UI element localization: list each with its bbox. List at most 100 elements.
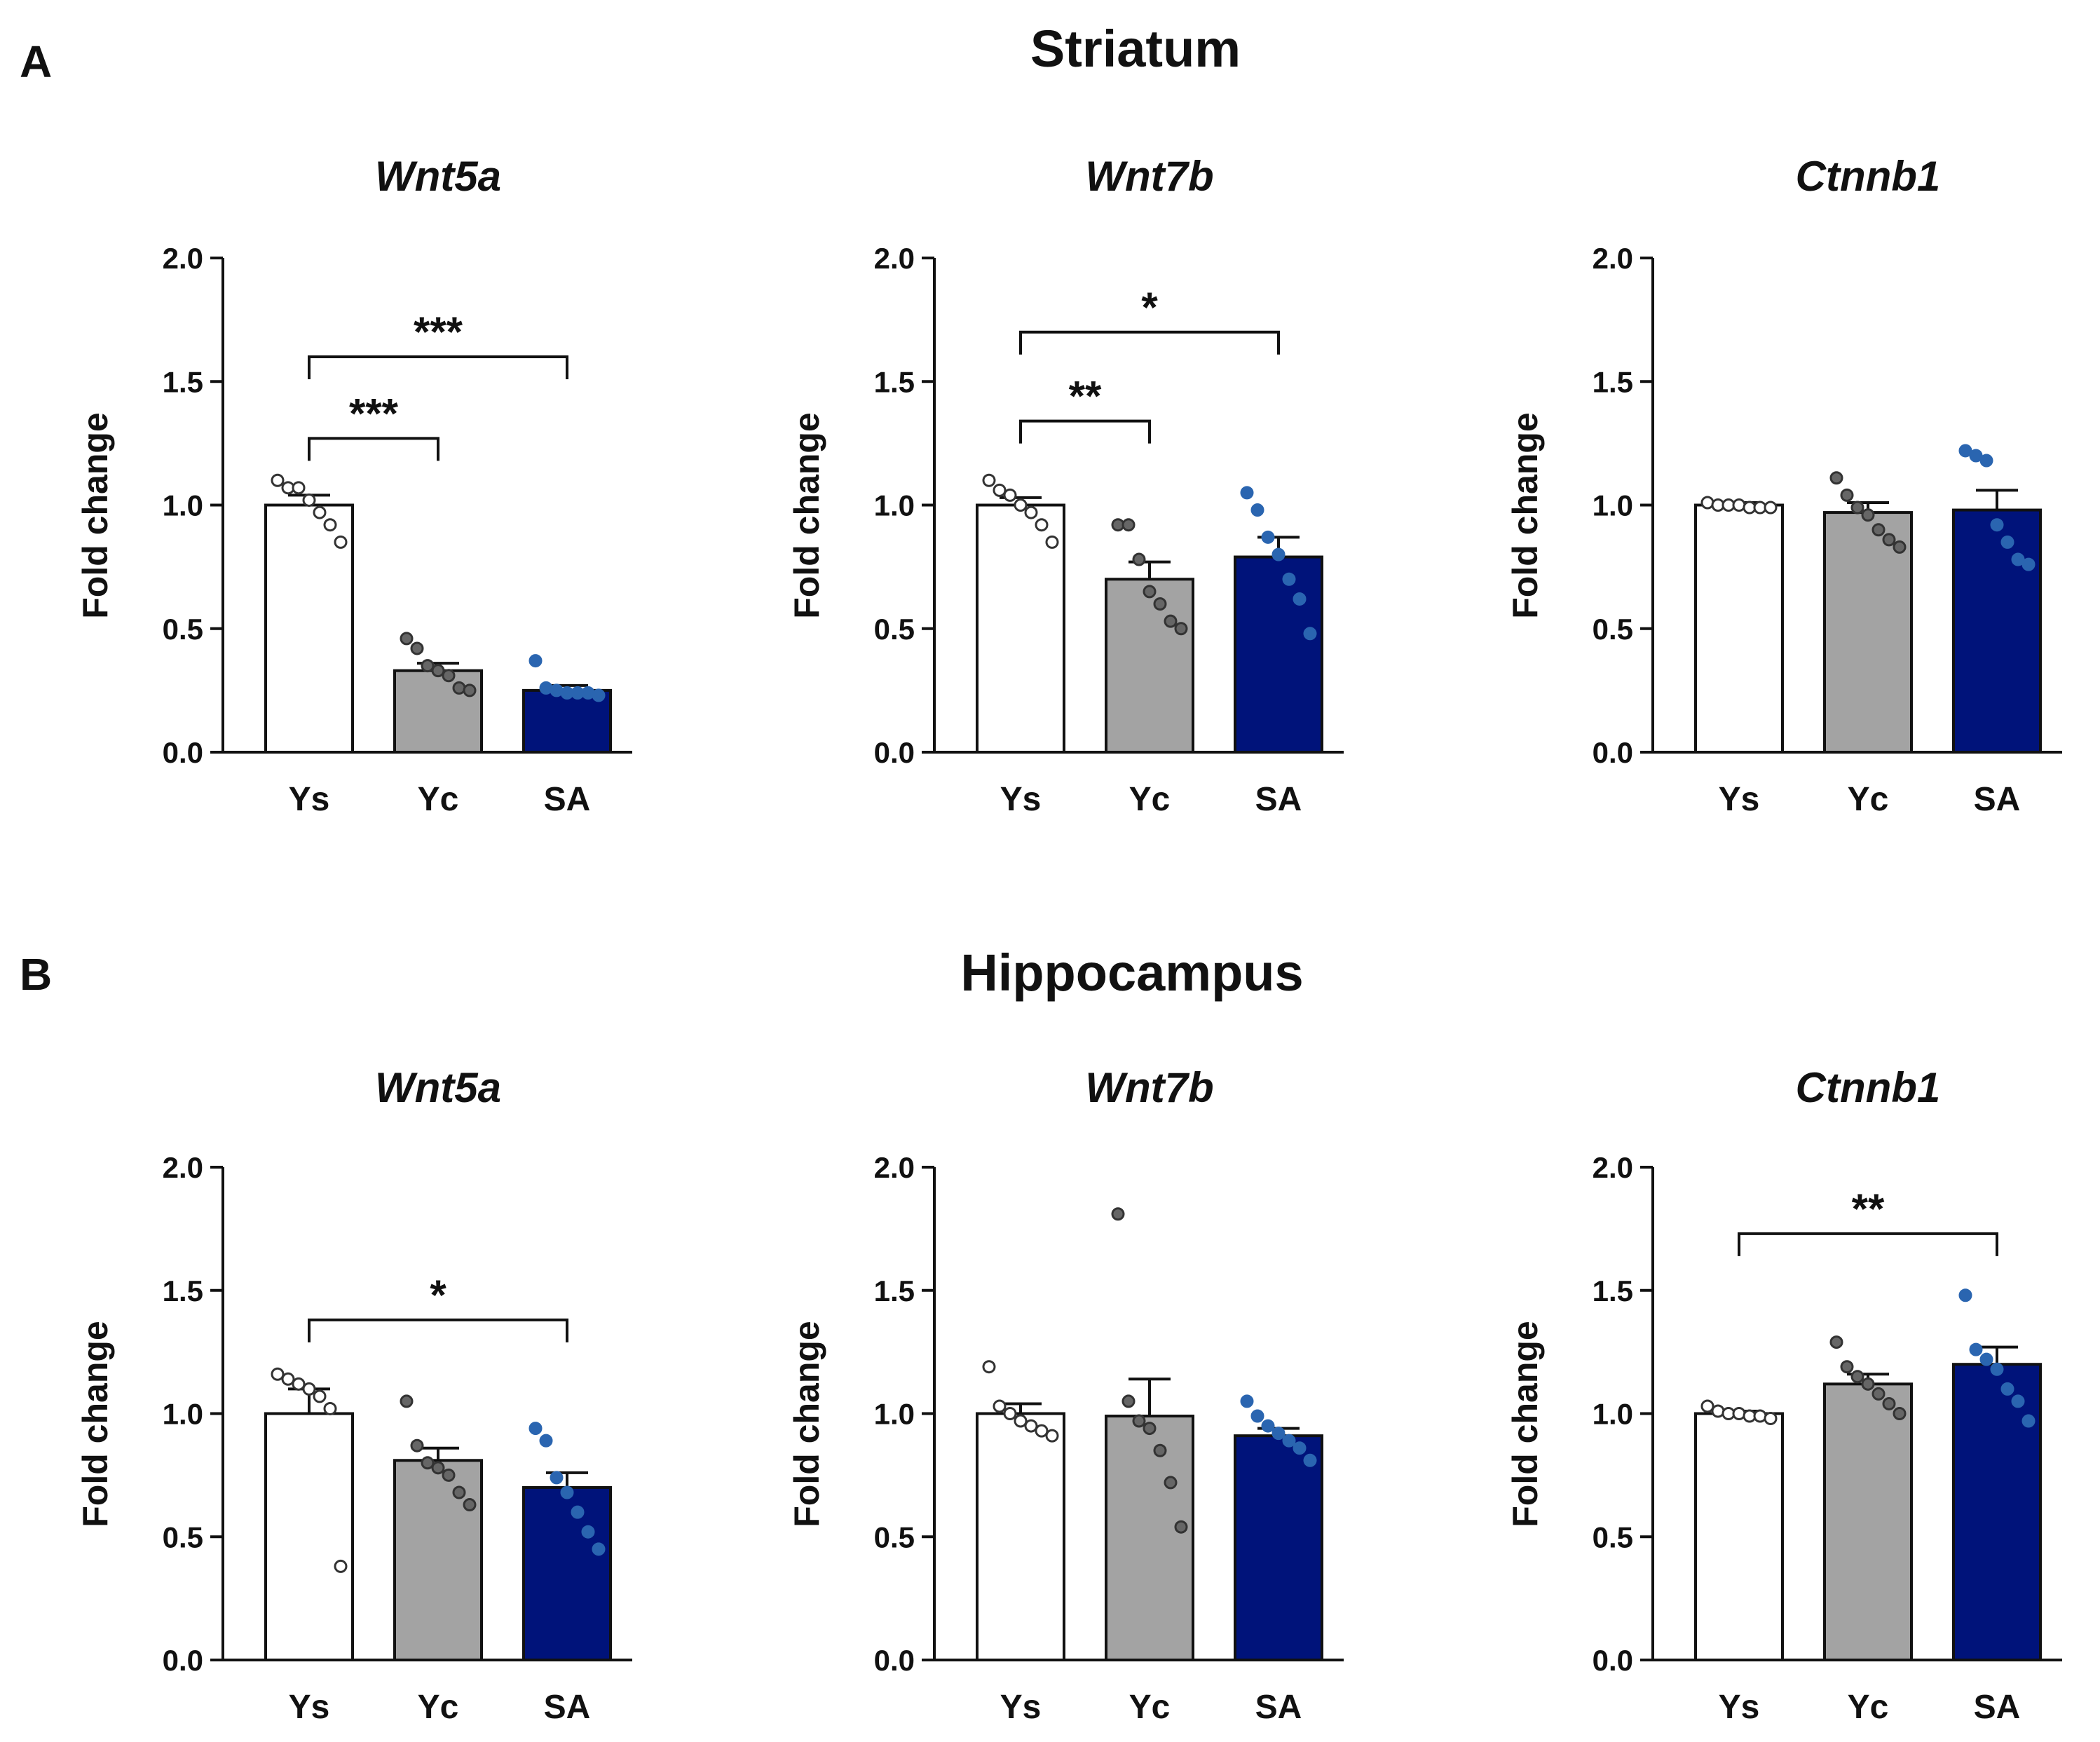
data-point-yc bbox=[1164, 1476, 1178, 1490]
x-tick-label-yc: Yc bbox=[418, 1689, 459, 1726]
data-point-ys bbox=[1003, 1407, 1017, 1420]
data-point-yc bbox=[1871, 523, 1886, 537]
data-point-ys bbox=[1764, 501, 1778, 515]
data-point-yc bbox=[1882, 533, 1896, 547]
data-point-sa bbox=[1282, 572, 1296, 586]
data-point-sa bbox=[529, 654, 543, 668]
significance-label: * bbox=[430, 1272, 446, 1319]
significance-bracket bbox=[1019, 330, 1280, 355]
data-point-yc bbox=[1840, 488, 1854, 502]
x-tick-label-ys: Ys bbox=[1000, 781, 1042, 818]
x-tick-label-yc: Yc bbox=[1129, 781, 1171, 818]
x-tick-label-ys: Ys bbox=[289, 781, 330, 818]
data-point-ys bbox=[292, 1377, 306, 1391]
chart-a-wnt5a: Wnt5a Fold change 0.0 0.5 1.0 1.5 2.0 Ys Yc SA ***… bbox=[76, 153, 632, 818]
data-point-yc bbox=[1840, 1360, 1854, 1374]
chart-title: Wnt7b bbox=[1085, 1064, 1213, 1111]
data-point-yc bbox=[1861, 508, 1875, 522]
bar-sa bbox=[1952, 1363, 2042, 1661]
data-point-ys bbox=[323, 518, 337, 532]
data-point-ys bbox=[302, 493, 316, 507]
data-point-yc bbox=[1153, 1443, 1167, 1457]
bar-sa bbox=[1234, 555, 1323, 754]
data-point-yc bbox=[452, 1485, 466, 1499]
data-point-sa bbox=[2000, 535, 2014, 549]
y-tick-label: 0.0 bbox=[163, 736, 203, 769]
data-point-ys bbox=[1024, 1419, 1038, 1433]
data-point-sa bbox=[539, 1434, 553, 1448]
data-point-sa bbox=[1969, 1342, 1983, 1356]
data-point-sa bbox=[1303, 1453, 1317, 1467]
data-point-yc bbox=[431, 1461, 445, 1475]
y-tick-label: 1.0 bbox=[874, 489, 915, 522]
y-tick-label: 0.5 bbox=[163, 1520, 203, 1553]
y-tick-label: 0.0 bbox=[1593, 1644, 1633, 1677]
data-point-sa bbox=[1240, 1394, 1254, 1408]
significance-label: *** bbox=[349, 390, 399, 437]
x-tick-label-sa: SA bbox=[1255, 781, 1302, 818]
data-point-ys bbox=[271, 473, 285, 487]
data-point-ys bbox=[1035, 518, 1049, 532]
data-point-sa bbox=[581, 1525, 595, 1539]
data-point-sa bbox=[550, 683, 564, 698]
data-point-yc bbox=[1121, 1394, 1136, 1408]
data-point-sa bbox=[539, 681, 553, 695]
data-point-yc bbox=[1871, 1387, 1886, 1401]
y-tick-label: 1.5 bbox=[1593, 1274, 1633, 1307]
data-point-yc bbox=[463, 683, 477, 698]
chart-title: Ctnnb1 bbox=[1796, 1064, 1941, 1111]
data-point-ys bbox=[1003, 488, 1017, 502]
data-point-yc bbox=[1121, 518, 1136, 532]
data-point-sa bbox=[592, 1542, 606, 1556]
data-point-sa bbox=[581, 686, 595, 700]
data-point-sa bbox=[2011, 1394, 2025, 1408]
section-title-striatum: Striatum bbox=[1030, 20, 1241, 78]
data-point-yc bbox=[442, 1468, 456, 1482]
data-point-yc bbox=[410, 1438, 424, 1452]
chart-a-ctnnb1: Ctnnb1 Fold change 0.0 0.5 1.0 1.5 2.0 Ys Yc SA bbox=[1506, 153, 2062, 818]
data-point-yc bbox=[410, 641, 424, 655]
data-point-yc bbox=[1132, 1414, 1146, 1428]
data-point-ys bbox=[1700, 496, 1714, 510]
data-point-sa bbox=[1958, 444, 1972, 458]
data-point-sa bbox=[592, 688, 606, 702]
data-point-ys bbox=[982, 473, 996, 487]
bar-sa bbox=[1952, 508, 2042, 754]
y-tick-label: 1.5 bbox=[163, 365, 203, 398]
bar-ys bbox=[264, 1412, 354, 1661]
data-point-yc bbox=[442, 669, 456, 683]
panel-letter-b: B bbox=[20, 949, 52, 1000]
data-point-ys bbox=[1711, 1404, 1725, 1418]
x-tick-label-ys: Ys bbox=[289, 1689, 330, 1726]
data-point-sa bbox=[1969, 449, 1983, 463]
panel-letter-a: A bbox=[20, 36, 52, 87]
y-tick-label: 2.0 bbox=[874, 1151, 915, 1184]
chart-title: Ctnnb1 bbox=[1796, 153, 1941, 200]
data-point-ys bbox=[334, 535, 348, 549]
data-point-yc bbox=[421, 1456, 435, 1470]
data-point-yc bbox=[1882, 1396, 1896, 1410]
y-tick-label: 1.5 bbox=[1593, 365, 1633, 398]
bar-yc bbox=[1823, 1382, 1913, 1661]
y-tick-label: 1.0 bbox=[163, 1398, 203, 1431]
data-point-ys bbox=[1764, 1412, 1778, 1426]
y-tick-label: 0.5 bbox=[874, 1520, 915, 1553]
x-tick-label-sa: SA bbox=[1974, 1689, 2021, 1726]
y-tick-label: 0.5 bbox=[874, 613, 915, 646]
y-axis-label: Fold change bbox=[76, 412, 115, 618]
data-point-yc bbox=[1850, 1370, 1864, 1384]
data-point-ys bbox=[1035, 1424, 1049, 1438]
data-point-ys bbox=[1024, 505, 1038, 519]
data-point-sa bbox=[529, 1422, 543, 1436]
data-point-ys bbox=[302, 1382, 316, 1396]
y-axis-label: Fold change bbox=[1506, 412, 1545, 618]
data-point-yc bbox=[1174, 1520, 1188, 1534]
data-point-yc bbox=[1174, 622, 1188, 636]
significance-label: * bbox=[1141, 284, 1158, 331]
y-tick-label: 2.0 bbox=[163, 1151, 203, 1184]
data-point-ys bbox=[1732, 498, 1746, 512]
y-tick-label: 2.0 bbox=[874, 242, 915, 275]
data-point-ys bbox=[1014, 498, 1028, 512]
data-point-ys bbox=[313, 1389, 327, 1403]
